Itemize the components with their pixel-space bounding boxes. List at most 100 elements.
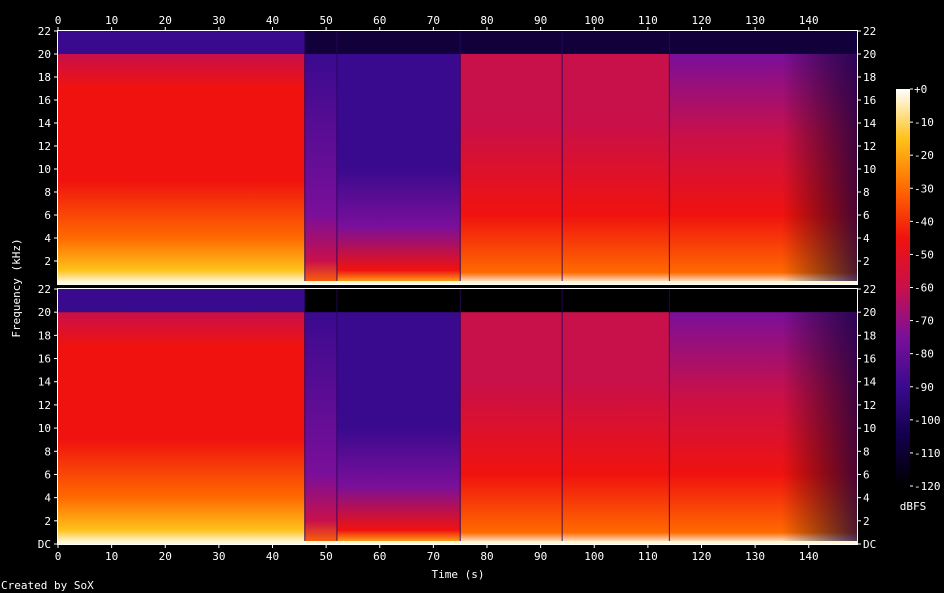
spectrogram-top-band bbox=[58, 31, 305, 54]
x-tick-label-bottom: 90 bbox=[534, 550, 547, 563]
spectrogram-fade bbox=[669, 54, 857, 284]
segment-boundary bbox=[336, 31, 338, 284]
colorbar-tick-label: -10 bbox=[914, 116, 934, 129]
segment-boundary bbox=[336, 289, 338, 544]
y-tick-label-right: 10 bbox=[863, 163, 876, 176]
x-tick-label-top: 110 bbox=[638, 14, 658, 27]
x-tick-label-bottom: 40 bbox=[266, 550, 279, 563]
y-tick-label-left: 2 bbox=[44, 255, 51, 268]
y-tick-label-left: 18 bbox=[38, 329, 51, 342]
spectrogram-cutoff-band bbox=[336, 31, 461, 54]
x-tick-label-bottom: 20 bbox=[159, 550, 172, 563]
colorbar-tick-label: -40 bbox=[914, 215, 934, 228]
y-tick-label-left: 18 bbox=[38, 71, 51, 84]
segment-boundary bbox=[304, 31, 306, 284]
x-tick-label-bottom: 0 bbox=[55, 550, 62, 563]
y-axis-label: Frequency (kHz) bbox=[10, 238, 23, 337]
spectrogram-segment bbox=[562, 312, 670, 544]
x-tick-label-top: 70 bbox=[427, 14, 440, 27]
y-tick-label-right: 10 bbox=[863, 422, 876, 435]
y-tick-label-right: 16 bbox=[863, 353, 876, 366]
y-tick-label-right: 18 bbox=[863, 71, 876, 84]
spectrogram-top-band bbox=[58, 289, 305, 313]
y-tick-label-right: 12 bbox=[863, 140, 876, 153]
segment-boundary bbox=[459, 289, 461, 544]
x-tick-label-bottom: 10 bbox=[105, 550, 118, 563]
x-tick-label-top: 50 bbox=[319, 14, 332, 27]
y-tick-label-left: 14 bbox=[38, 376, 52, 389]
colorbar-tick-label: -90 bbox=[914, 381, 934, 394]
x-tick-label-bottom: 110 bbox=[638, 550, 658, 563]
y-tick-label-right: 20 bbox=[863, 306, 876, 319]
colorbar-tick-label: -80 bbox=[914, 348, 934, 361]
spectrogram-cutoff-band bbox=[304, 31, 337, 54]
segment-boundary bbox=[561, 31, 563, 284]
spectrogram-cutoff-band bbox=[669, 31, 857, 54]
y-tick-label-right: 8 bbox=[863, 186, 870, 199]
dc-band bbox=[58, 541, 857, 544]
colorbar-tick-label: -110 bbox=[914, 447, 941, 460]
segment-boundary bbox=[459, 31, 461, 284]
y-tick-label-right: 18 bbox=[863, 329, 876, 342]
spectrogram-segment bbox=[336, 54, 461, 284]
x-axis-label: Time (s) bbox=[432, 568, 485, 581]
spectrogram-segment bbox=[460, 312, 563, 544]
y-tick-label-right: 16 bbox=[863, 94, 876, 107]
spectrogram-cutoff-band bbox=[460, 289, 563, 313]
y-tick-label-left: 22 bbox=[38, 25, 51, 38]
y-tick-label-left: 8 bbox=[44, 186, 51, 199]
x-tick-label-top: 40 bbox=[266, 14, 279, 27]
colorbar-label: dBFS bbox=[900, 500, 927, 513]
colorbar-tick-label: -20 bbox=[914, 149, 934, 162]
spectrogram-segment bbox=[58, 312, 305, 544]
spectrogram-fade bbox=[669, 312, 857, 544]
y-tick-label-right: 6 bbox=[863, 468, 870, 481]
y-tick-label-left: 10 bbox=[38, 163, 51, 176]
y-tick-label-left: 14 bbox=[38, 117, 52, 130]
y-tick-label-left: 4 bbox=[44, 232, 51, 245]
segment-boundary bbox=[668, 289, 671, 544]
y-tick-label-left: 12 bbox=[38, 399, 51, 412]
y-tick-label-left: 10 bbox=[38, 422, 51, 435]
x-tick-label-top: 60 bbox=[373, 14, 386, 27]
y-tick-label-right: 20 bbox=[863, 48, 876, 61]
panel-frame-1 bbox=[57, 30, 858, 285]
segment-boundary bbox=[668, 31, 671, 284]
channel-1-panel bbox=[58, 31, 857, 284]
x-tick-label-top: 120 bbox=[692, 14, 712, 27]
colorbar-tick-label: +0 bbox=[914, 83, 927, 96]
y-tick-label-right: DC bbox=[863, 538, 876, 551]
spectrogram-segment bbox=[304, 54, 337, 284]
y-tick-label-left: 8 bbox=[44, 445, 51, 458]
colorbar-tick-label: -70 bbox=[914, 315, 934, 328]
y-tick-label-right: 2 bbox=[863, 515, 870, 528]
y-tick-label-right: 2 bbox=[863, 255, 870, 268]
x-tick-label-top: 100 bbox=[584, 14, 604, 27]
x-tick-label-top: 10 bbox=[105, 14, 118, 27]
x-tick-label-bottom: 80 bbox=[480, 550, 493, 563]
colorbar-tick-label: -100 bbox=[914, 414, 941, 427]
x-tick-label-bottom: 30 bbox=[212, 550, 225, 563]
x-tick-label-top: 80 bbox=[480, 14, 493, 27]
y-tick-label-left: 20 bbox=[38, 48, 51, 61]
spectrogram-cutoff-band bbox=[562, 31, 670, 54]
x-tick-label-top: 140 bbox=[799, 14, 819, 27]
y-tick-label-right: 4 bbox=[863, 232, 870, 245]
colorbar-tick-label: -30 bbox=[914, 182, 934, 195]
colorbar-tick-label: -50 bbox=[914, 248, 934, 261]
x-tick-label-bottom: 100 bbox=[584, 550, 604, 563]
y-tick-label-left: DC bbox=[38, 538, 51, 551]
y-tick-label-right: 12 bbox=[863, 399, 876, 412]
x-tick-label-top: 90 bbox=[534, 14, 547, 27]
channel-2-panel bbox=[58, 289, 857, 544]
spectrogram-segment bbox=[562, 54, 670, 284]
spectrogram-segment bbox=[336, 312, 461, 544]
x-tick-label-bottom: 60 bbox=[373, 550, 386, 563]
y-tick-label-left: 16 bbox=[38, 94, 51, 107]
spectrogram-cutoff-band bbox=[304, 289, 337, 313]
y-tick-label-right: 14 bbox=[863, 117, 877, 130]
spectrogram-cutoff-band bbox=[562, 289, 670, 313]
x-tick-label-top: 30 bbox=[212, 14, 225, 27]
y-tick-label-right: 8 bbox=[863, 445, 870, 458]
